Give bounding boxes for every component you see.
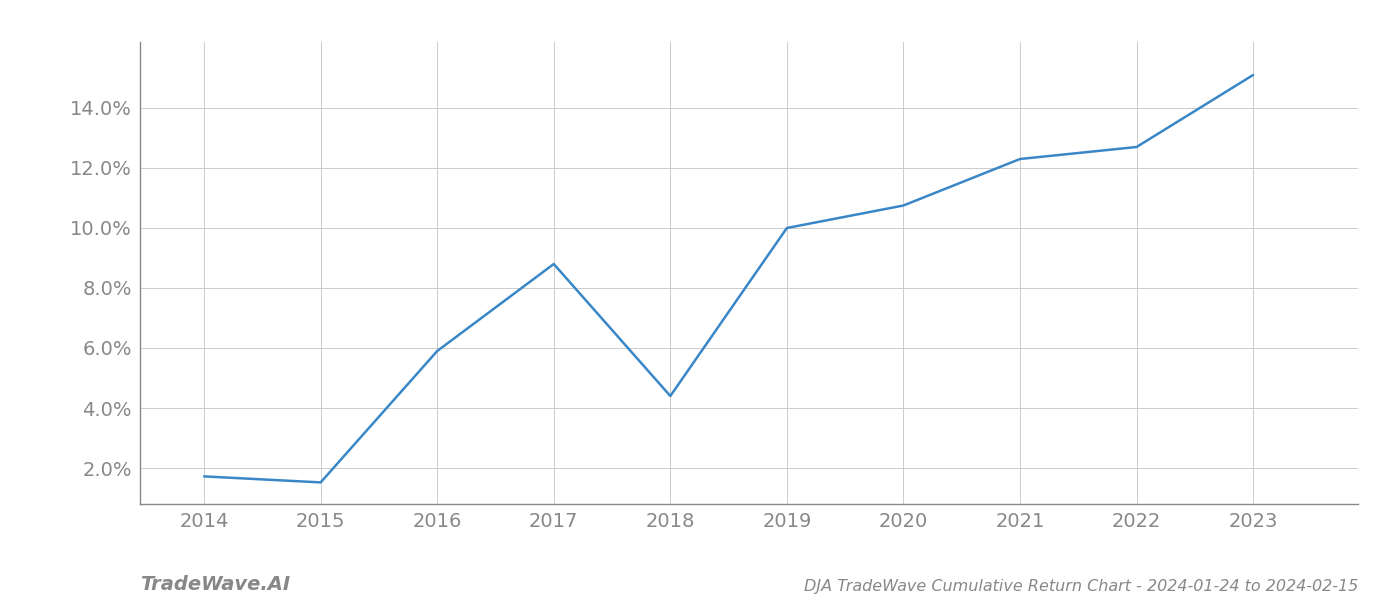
Text: DJA TradeWave Cumulative Return Chart - 2024-01-24 to 2024-02-15: DJA TradeWave Cumulative Return Chart - … bbox=[804, 579, 1358, 594]
Text: TradeWave.AI: TradeWave.AI bbox=[140, 575, 290, 594]
